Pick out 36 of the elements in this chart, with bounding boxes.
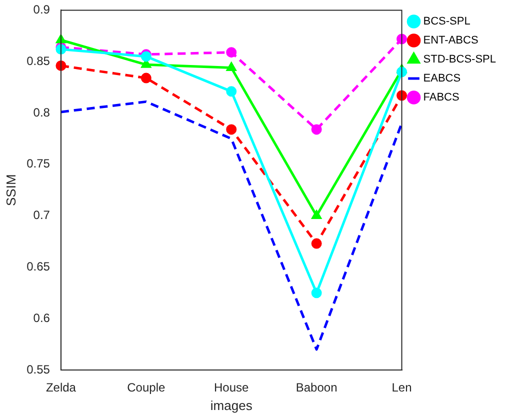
x-axis-title: images (210, 398, 253, 413)
x-tick-label: Zelda (46, 380, 76, 395)
legend-label: ENT-ABCS (423, 34, 478, 47)
y-tick-label: 0.8 (33, 105, 50, 120)
x-tick-label: Baboon (296, 380, 338, 395)
point (396, 34, 408, 44)
legend-label: BCS-SPL (423, 16, 470, 28)
point (56, 44, 66, 55)
y-tick-label: 0.85 (26, 54, 50, 68)
x-tick-label: Len (392, 380, 412, 395)
point (226, 124, 237, 135)
point (140, 72, 152, 84)
legend-label: EABCS (423, 72, 461, 85)
x-tick-label: House (214, 380, 250, 395)
y-tick-label: 0.9 (33, 2, 50, 17)
point (226, 47, 237, 58)
line-series (60, 100, 404, 351)
point (311, 238, 322, 249)
point (311, 124, 322, 135)
point (226, 62, 236, 72)
y-tick-label: 0.65 (26, 260, 50, 274)
point (311, 288, 322, 298)
legend-label: STD-BCS-SPL (423, 54, 496, 66)
x-tick-label: Couple (127, 380, 166, 395)
point (56, 60, 66, 71)
y-tick-label: 0.75 (26, 156, 50, 171)
y-tick-label: 0.6 (33, 310, 50, 325)
y-axis-title: SSIM (3, 174, 18, 206)
point (226, 86, 237, 97)
point (56, 34, 66, 44)
y-tick-label: 0.55 (26, 362, 50, 376)
point (312, 210, 322, 220)
point (396, 66, 408, 78)
point (396, 90, 408, 101)
y-tick-label: 0.7 (33, 208, 50, 222)
legend-label: FABCS (423, 92, 460, 104)
